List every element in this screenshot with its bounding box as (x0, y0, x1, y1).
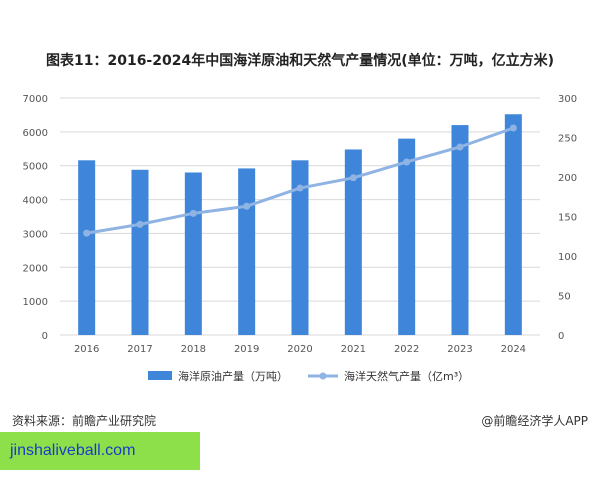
y-right-tick-label: 50 (558, 292, 571, 303)
y-left-tick-label: 7000 (23, 94, 48, 105)
line-point (243, 202, 251, 210)
line-point (83, 229, 91, 237)
y-right-tick-label: 150 (558, 213, 577, 224)
legend-bar-label: 海洋原油产量（万吨） (178, 369, 288, 383)
line-point (456, 143, 464, 151)
bar (451, 125, 469, 335)
legend-line-marker (319, 372, 327, 380)
y-right-tick-label: 100 (558, 252, 577, 263)
source-note: 资料来源：前瞻产业研究院 (12, 414, 157, 428)
y-right-tick-label: 300 (558, 94, 577, 105)
bar (238, 168, 256, 335)
bar (184, 172, 202, 335)
x-tick-label: 2019 (234, 344, 259, 355)
x-tick-label: 2016 (74, 344, 99, 355)
x-tick-label: 2017 (127, 344, 152, 355)
y-right-tick-label: 0 (558, 331, 564, 342)
y-left-tick-label: 3000 (23, 229, 48, 240)
combo-chart: 0 1000 2000 3000 4000 5000 6000 7000 0 50 100 150 20… (23, 94, 578, 383)
y-left-tick-label: 6000 (23, 128, 48, 139)
bar (344, 149, 362, 335)
y-right-tick-label: 250 (558, 134, 577, 145)
legend-bar-swatch (148, 371, 172, 380)
credit-note: @前瞻经济学人APP (481, 414, 588, 428)
y-right-tick-label: 200 (558, 173, 577, 184)
x-tick-label: 2024 (501, 344, 526, 355)
bar (398, 138, 416, 335)
promo-link[interactable]: jinshaliveball.com (0, 432, 200, 470)
bar (504, 114, 522, 335)
y-left-tick-label: 0 (42, 331, 48, 342)
y-left-tick-label: 2000 (23, 263, 48, 274)
y-left-tick-label: 4000 (23, 196, 48, 207)
line-point (189, 209, 197, 217)
y-left-tick-label: 5000 (23, 162, 48, 173)
chart-title: 图表11：2016-2024年中国海洋原油和天然气产量情况(单位：万吨，亿立方米… (45, 53, 555, 69)
x-tick-label: 2018 (181, 344, 206, 355)
x-tick-label: 2020 (287, 344, 312, 355)
bar (291, 160, 309, 335)
line-point (136, 220, 144, 228)
x-tick-label: 2023 (447, 344, 472, 355)
bar (131, 169, 149, 335)
x-tick-label: 2021 (341, 344, 366, 355)
line-point (296, 184, 304, 192)
x-tick-label: 2022 (394, 344, 419, 355)
y-left-tick-label: 1000 (23, 297, 48, 308)
line-point (349, 174, 357, 182)
legend-line-label: 海洋天然气产量（亿m³） (344, 369, 469, 383)
line-point (403, 158, 411, 166)
bar (78, 160, 96, 335)
line-point (509, 124, 517, 132)
